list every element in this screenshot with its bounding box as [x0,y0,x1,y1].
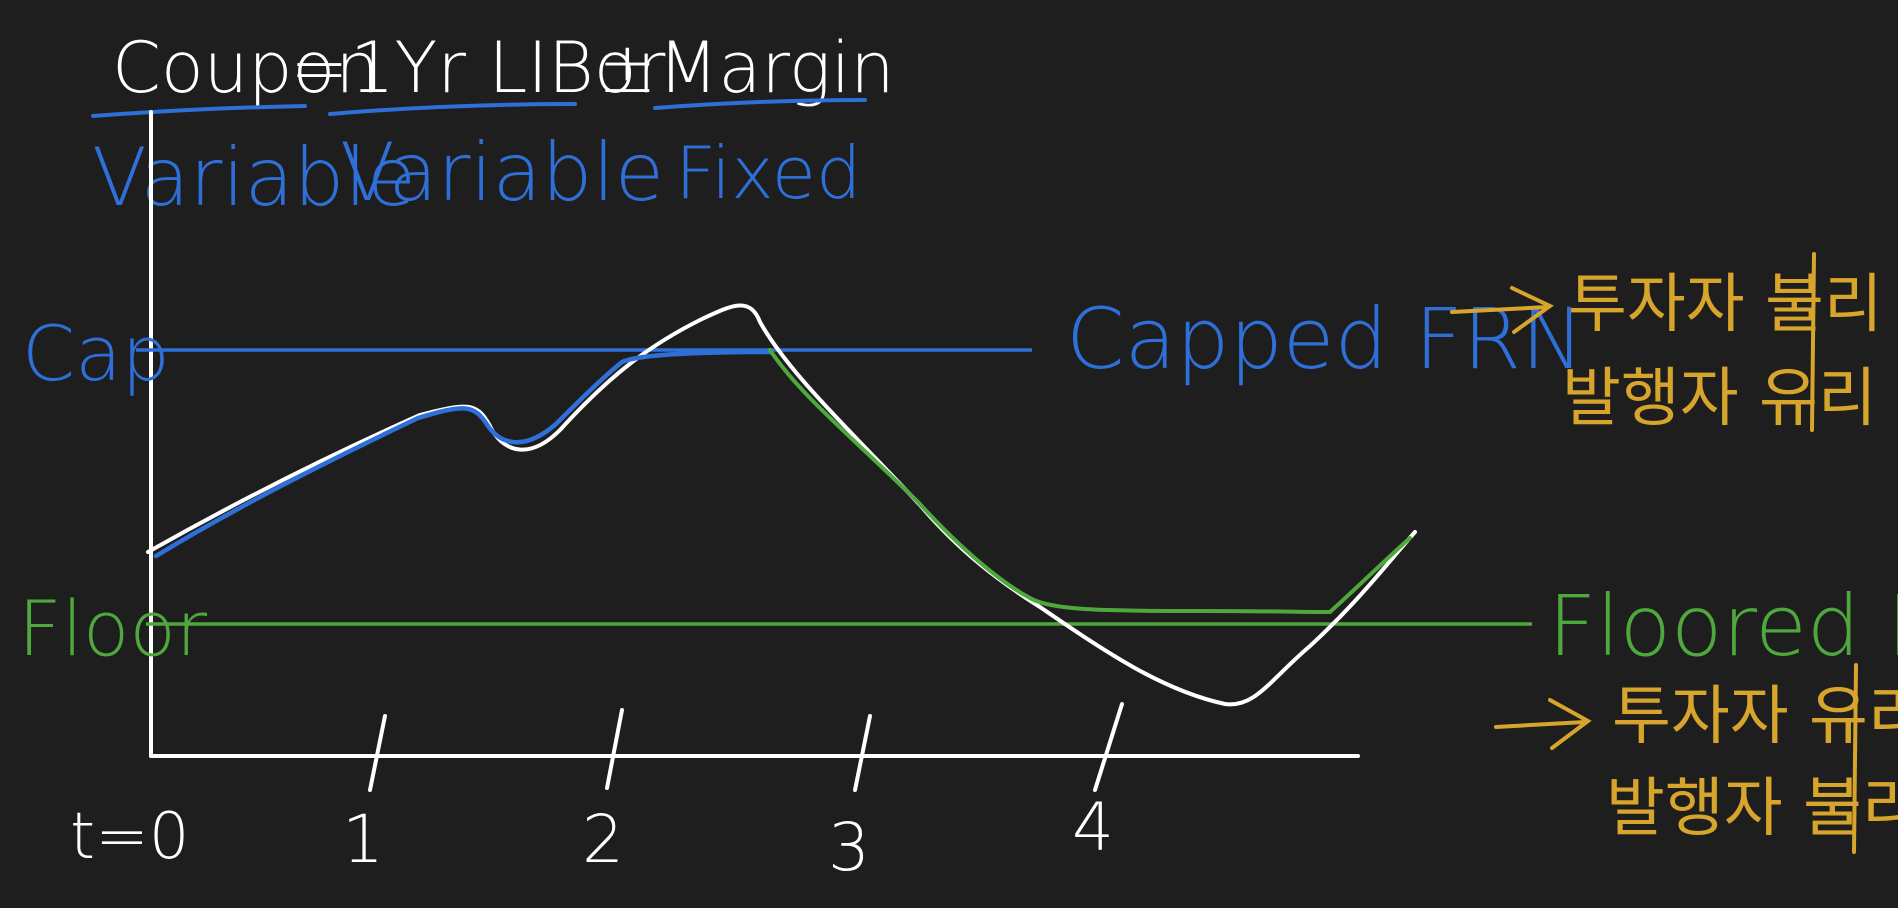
tick-label-0: t=0 [70,800,189,874]
formula-coupon: Coupon [112,27,380,109]
capped-frn-curve [153,349,773,559]
tick-labels: t=0 1 2 3 4 [70,789,1114,886]
tick-mark-4 [1093,702,1124,792]
floored-note-investor: 투자자 유리 [1612,680,1898,754]
underline-coupon [91,104,307,118]
floor-label: Floor [18,584,208,673]
axes [149,110,1360,758]
formula-margin: Margin [658,27,895,109]
underline-margin [653,98,867,110]
floored-frn-curve [768,348,1412,615]
floored-arrow-icon [1494,698,1592,750]
tick-label-3: 3 [828,809,870,886]
formula-index: 1Yr LIBor [350,27,666,109]
label-index-variable: Variable [340,126,664,219]
label-margin-fixed: Fixed [675,131,862,215]
formula-underlines [91,98,867,118]
tick-marks [368,702,1124,792]
floored-frn-label: Floored FRN [1548,577,1898,675]
tick-mark-3 [853,714,872,792]
underline-index [328,102,577,116]
capped-arrow-icon [1450,286,1554,334]
tick-mark-1 [368,714,387,792]
coupon-formula: Coupon = 1Yr LIBor ± Margin [112,27,895,109]
formula-equals: = [290,27,349,109]
note-brackets [1810,252,1858,854]
tick-label-4: 4 [1072,789,1114,866]
capped-frn-label: Capped FRN [1066,290,1584,388]
capped-note-issuer: 발행자 유리 [1562,362,1877,436]
capped-note-investor: 투자자 불리 [1568,268,1883,342]
tick-mark-2 [605,708,624,790]
formula-plus-minus: ± [598,27,657,109]
tick-label-2: 2 [582,801,624,878]
cap-label: Cap [22,309,170,398]
floored-note-issuer: 발행자 불리 [1606,772,1898,846]
label-coupon-variable: Variable [92,131,416,224]
tick-label-1: 1 [342,801,384,878]
